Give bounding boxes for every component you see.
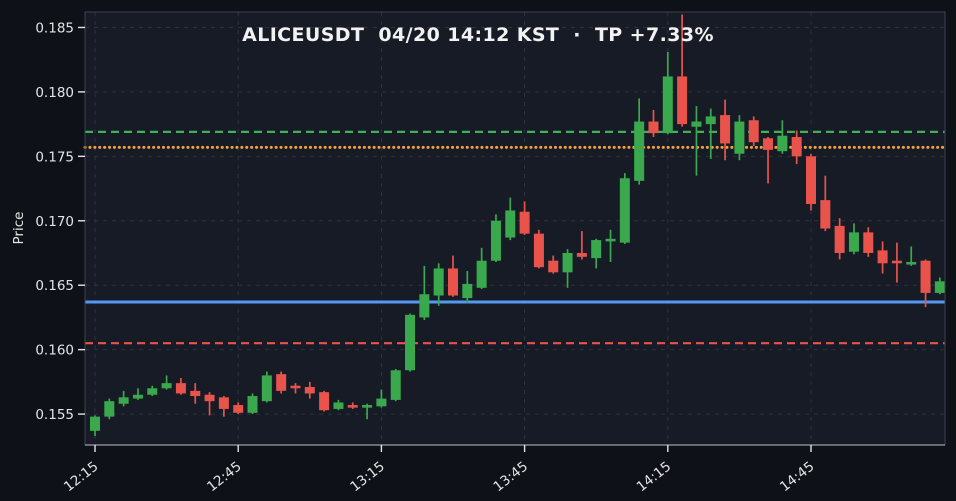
candle-body: [118, 397, 129, 404]
candle-body: [533, 233, 544, 268]
candle-body: [147, 388, 158, 395]
candle-body: [276, 374, 287, 391]
candle-body: [920, 260, 931, 293]
candle-body: [605, 238, 616, 242]
candle-body: [519, 211, 530, 234]
candle-body: [634, 121, 645, 181]
candle-body: [376, 398, 387, 407]
candle-body: [562, 252, 573, 273]
candle-body: [476, 260, 487, 288]
candle-body: [448, 268, 458, 296]
candle-body: [505, 210, 516, 238]
candle-body: [290, 385, 301, 389]
candle-body: [791, 137, 802, 157]
candle-body: [648, 121, 659, 134]
candle-body: [132, 394, 143, 399]
y-tick-label: 0.175: [35, 149, 74, 165]
candle-body: [190, 390, 201, 397]
candle-body: [462, 283, 473, 299]
x-tick-label: 12:15: [61, 459, 102, 496]
candle-body: [490, 220, 501, 261]
x-tick-label: 14:15: [634, 459, 675, 496]
candle-body: [247, 396, 258, 413]
candle-body: [834, 225, 845, 253]
y-tick-label: 0.170: [35, 214, 74, 230]
candle-body: [90, 416, 100, 431]
candle-body: [848, 232, 859, 252]
candle-body: [705, 116, 716, 125]
candle-body: [204, 394, 215, 402]
candle-body: [906, 262, 917, 265]
candle-body: [591, 240, 602, 259]
y-axis-title: Price: [11, 211, 27, 245]
candle-body: [820, 200, 831, 229]
y-tick-label: 0.185: [35, 20, 74, 36]
y-tick-label: 0.165: [35, 278, 74, 294]
candle-body: [362, 405, 373, 408]
candle-body: [261, 375, 272, 402]
candle-body: [677, 76, 688, 125]
x-tick-label: 12:45: [204, 459, 245, 496]
x-tick-label: 13:15: [347, 459, 388, 496]
candle-body: [548, 260, 559, 273]
candle-body: [333, 402, 344, 409]
candle-body: [763, 138, 774, 150]
candle-body: [218, 397, 229, 409]
candle-body: [720, 115, 731, 144]
candle-body: [863, 232, 874, 253]
x-tick-label: 14:45: [777, 459, 818, 496]
candle-body: [175, 383, 186, 394]
x-tick-label: 13:45: [491, 459, 532, 496]
candle-body: [390, 370, 401, 400]
candle-body: [233, 405, 244, 413]
candle-body: [806, 156, 816, 205]
y-tick-label: 0.155: [35, 407, 74, 423]
candle-body: [777, 135, 788, 152]
chart-title: ALICEUSDT 04/20 14:12 KST · TP +7.33%: [242, 24, 714, 46]
candle-body: [405, 314, 416, 371]
candle-body: [433, 268, 444, 296]
candle-body: [304, 387, 315, 394]
candle-body: [691, 121, 702, 127]
y-tick-label: 0.180: [35, 85, 74, 101]
candle-body: [748, 120, 759, 143]
candle-body: [934, 281, 945, 293]
candle-body: [347, 405, 358, 408]
candle-body: [576, 252, 587, 257]
candle-body: [662, 76, 673, 134]
y-tick-label: 0.160: [35, 343, 74, 359]
candle-body: [877, 250, 888, 264]
candle-body: [161, 383, 172, 389]
candle-body: [419, 294, 430, 318]
candle-body: [734, 121, 745, 154]
candle-body: [619, 178, 630, 243]
candle-body: [891, 260, 902, 264]
candle-body: [104, 401, 115, 417]
candle-body: [319, 392, 330, 411]
